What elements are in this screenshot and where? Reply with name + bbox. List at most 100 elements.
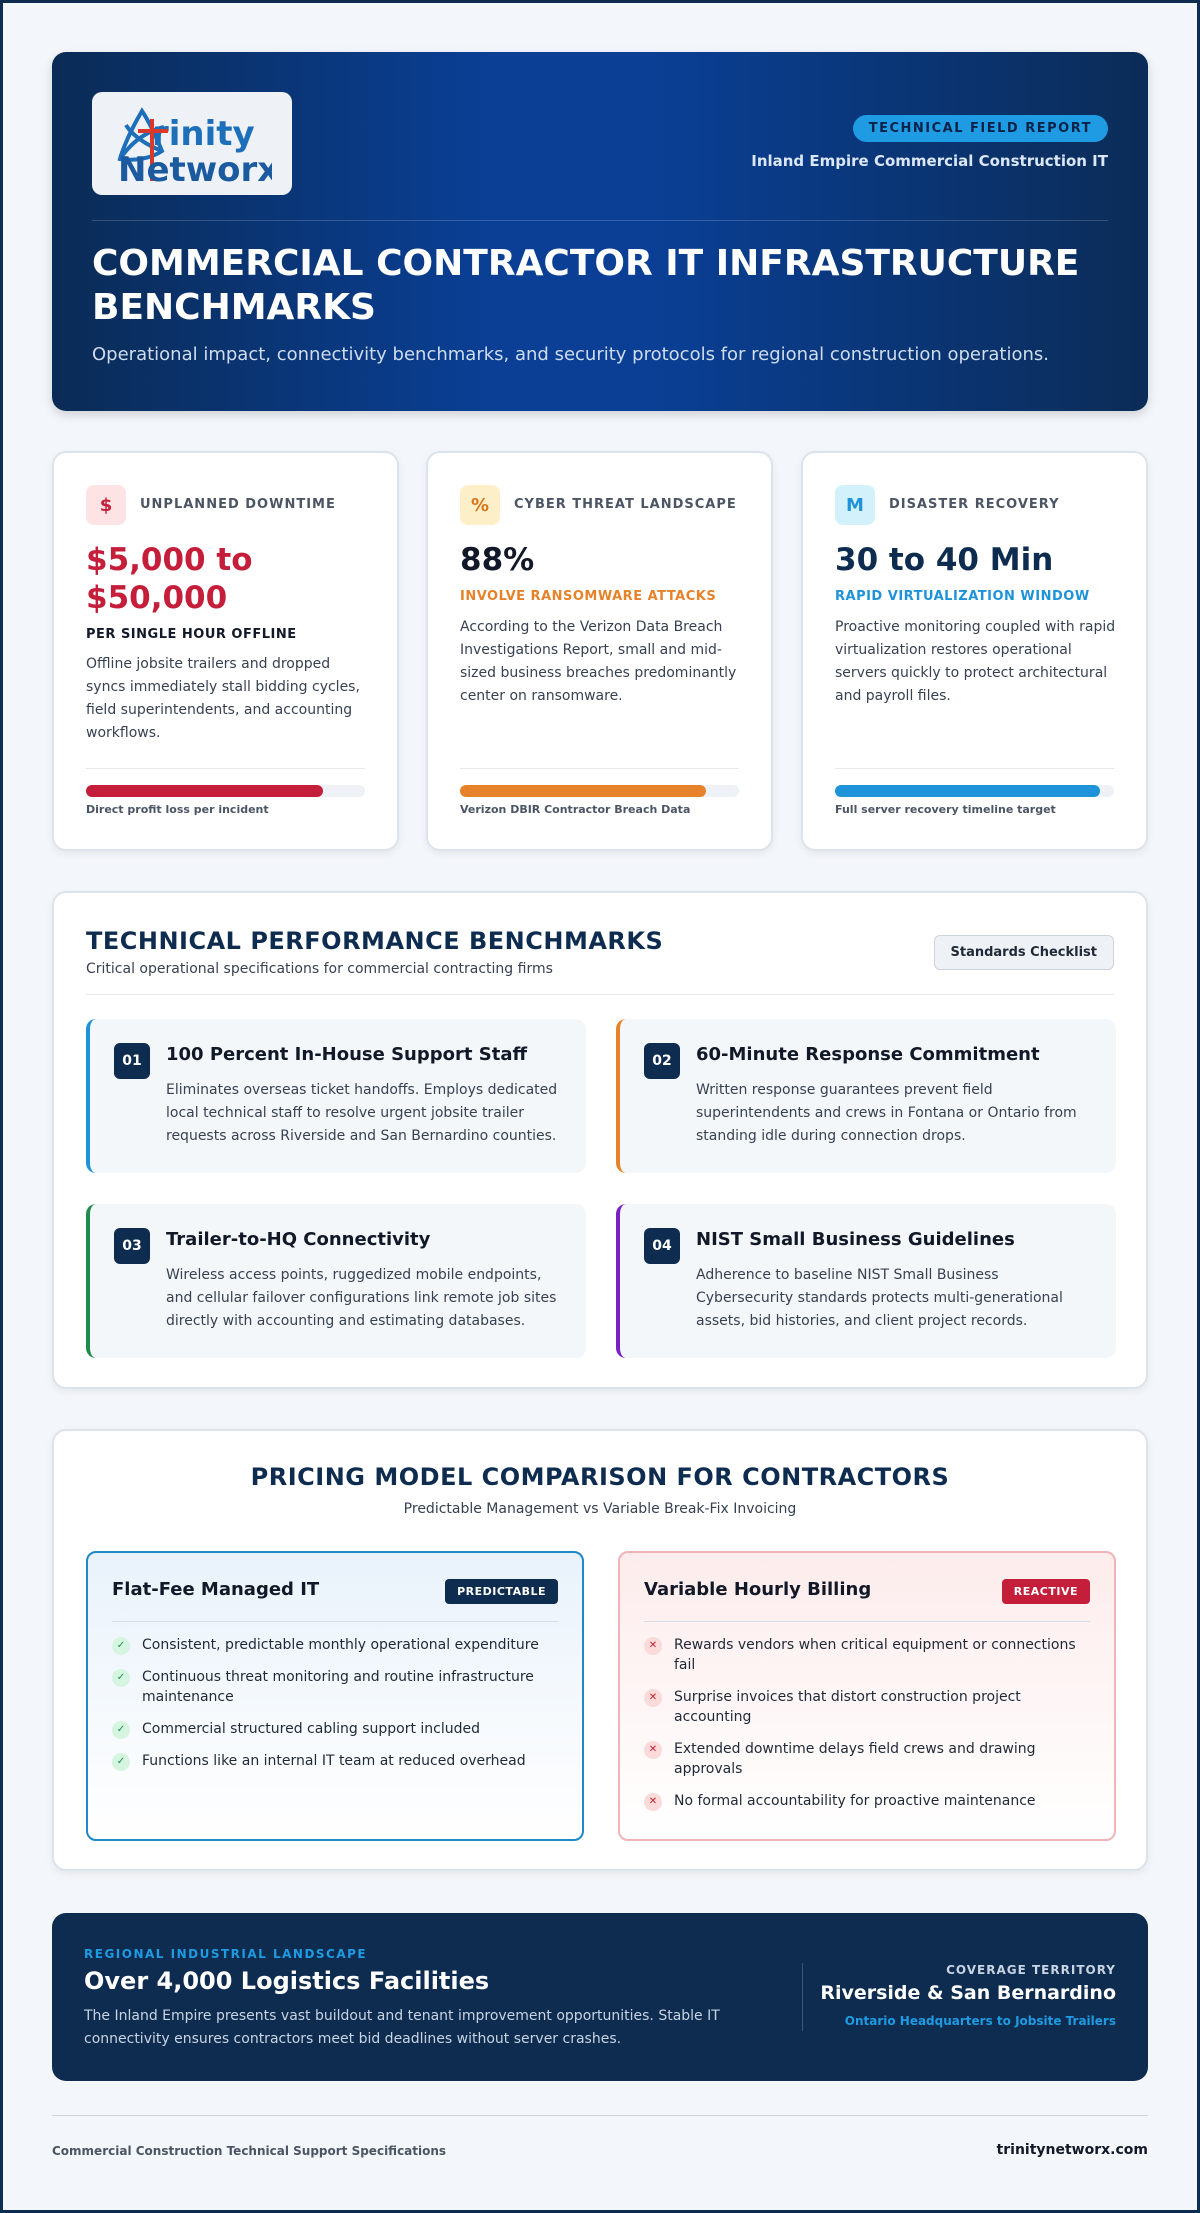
x-mark-icon: ✕ xyxy=(644,1793,662,1811)
list-item: ✕ No formal accountability for proactive … xyxy=(644,1791,1089,1811)
report-region-subtitle: Inland Empire Commercial Construction IT xyxy=(751,152,1108,170)
stat-sublabel: INVOLVE RANSOMWARE ATTACKS xyxy=(460,589,717,604)
list-item-text: Functions like an internal IT team at re… xyxy=(142,1753,526,1769)
list-item-text: Extended downtime delays field crews and… xyxy=(674,1741,1036,1777)
list-item: ✓ Continuous threat monitoring and routin… xyxy=(112,1667,557,1707)
banner-kicker: REGIONAL INDUSTRIAL LANDSCAPE xyxy=(84,1947,368,1961)
pricing-benefit-list: ✓ Consistent, predictable monthly operati… xyxy=(112,1635,557,1783)
stat-bar-caption: Full server recovery timeline target xyxy=(835,803,1056,816)
stat-divider xyxy=(86,768,365,769)
list-item: ✓ Consistent, predictable monthly operati… xyxy=(112,1635,557,1655)
regional-landscape-banner: REGIONAL INDUSTRIAL LANDSCAPE Over 4,000… xyxy=(52,1913,1148,2081)
benchmark-number: 02 xyxy=(644,1043,680,1079)
stat-label: UNPLANNED DOWNTIME xyxy=(140,497,336,512)
list-item-text: Commercial structured cabling support in… xyxy=(142,1721,481,1737)
stat-sublabel: RAPID VIRTUALIZATION WINDOW xyxy=(835,589,1090,604)
section-subtitle: Critical operational specifications for … xyxy=(86,961,553,977)
stat-card-cyber-threat: % CYBER THREAT LANDSCAPE 88% INVOLVE RAN… xyxy=(426,451,773,851)
check-icon: ✓ xyxy=(112,1721,130,1739)
benchmark-title: 100 Percent In-House Support Staff xyxy=(166,1044,528,1065)
list-item: ✓ Functions like an internal IT team at r… xyxy=(112,1751,557,1771)
benchmark-number: 03 xyxy=(114,1228,150,1264)
section-title: PRICING MODEL COMPARISON FOR CONTRACTORS xyxy=(250,1463,950,1491)
pricing-comparison-section: PRICING MODEL COMPARISON FOR CONTRACTORS… xyxy=(52,1429,1148,1871)
hero-divider xyxy=(92,220,1108,221)
stat-progress-track xyxy=(86,785,365,797)
check-icon: ✓ xyxy=(112,1753,130,1771)
stat-value: 88% xyxy=(460,542,535,578)
trinity-knot-logo-icon: rinity Networx xyxy=(117,106,272,187)
list-item: ✓ Commercial structured cabling support i… xyxy=(112,1719,557,1739)
benchmark-number: 01 xyxy=(114,1043,150,1079)
stat-label: DISASTER RECOVERY xyxy=(889,497,1060,512)
benchmark-card: 02 60-Minute Response Commitment Written… xyxy=(616,1019,1116,1173)
benchmark-description: Adherence to baseline NIST Small Busines… xyxy=(696,1267,1063,1329)
pricing-badge: PREDICTABLE xyxy=(445,1579,558,1604)
list-item: ✕ Surprise invoices that distort construc… xyxy=(644,1687,1089,1727)
x-mark-icon: ✕ xyxy=(644,1689,662,1707)
pricing-model-name: Flat-Fee Managed IT xyxy=(112,1579,320,1600)
benchmarks-section: TECHNICAL PERFORMANCE BENCHMARKS Critica… xyxy=(52,891,1148,1389)
list-item-text: Surprise invoices that distort construct… xyxy=(674,1689,1021,1725)
benchmark-description: Wireless access points, ruggedized mobil… xyxy=(166,1267,557,1329)
percent-icon: % xyxy=(460,485,500,525)
list-item-text: Rewards vendors when critical equipment … xyxy=(674,1637,1076,1673)
coverage-hq: Ontario Headquarters to Jobsite Trailers xyxy=(844,2014,1116,2028)
page-description: Operational impact, connectivity benchma… xyxy=(92,344,1050,365)
report-type-badge: TECHNICAL FIELD REPORT xyxy=(852,115,1108,142)
benchmark-card: 03 Trailer-to-HQ Connectivity Wireless a… xyxy=(86,1204,586,1358)
stat-cards: $ UNPLANNED DOWNTIME $5,000 to $50,000 P… xyxy=(52,451,1148,851)
list-item: ✕ Extended downtime delays field crews an… xyxy=(644,1739,1089,1779)
check-icon: ✓ xyxy=(112,1637,130,1655)
section-title: TECHNICAL PERFORMANCE BENCHMARKS xyxy=(86,927,664,955)
stat-progress-fill xyxy=(86,785,324,797)
stat-label: CYBER THREAT LANDSCAPE xyxy=(514,497,737,512)
banner-title: Over 4,000 Logistics Facilities xyxy=(84,1967,490,1995)
stat-divider xyxy=(460,768,739,769)
x-mark-icon: ✕ xyxy=(644,1741,662,1759)
footer-caption: Commercial Construction Technical Suppor… xyxy=(52,2144,447,2158)
pricing-badge: REACTIVE xyxy=(1001,1579,1090,1604)
section-divider xyxy=(86,994,1114,995)
benchmark-description: Eliminates overseas ticket handoffs. Emp… xyxy=(166,1082,558,1144)
svg-text:Networx: Networx xyxy=(118,150,272,187)
stat-card-downtime: $ UNPLANNED DOWNTIME $5,000 to $50,000 P… xyxy=(52,451,399,851)
benchmark-card: 04 NIST Small Business Guidelines Adhere… xyxy=(616,1204,1116,1358)
footer-divider xyxy=(52,2115,1148,2116)
list-item-text: Continuous threat monitoring and routine… xyxy=(142,1669,534,1705)
benchmark-number: 04 xyxy=(644,1228,680,1264)
pricing-drawback-list: ✕ Rewards vendors when critical equipment… xyxy=(644,1635,1089,1823)
card-divider xyxy=(112,1621,558,1622)
stat-progress-track xyxy=(460,785,739,797)
stat-bar-caption: Direct profit loss per incident xyxy=(86,803,269,816)
footer-website-link[interactable]: trinitynetworx.com xyxy=(996,2142,1148,2158)
stat-bar-caption: Verizon DBIR Contractor Breach Data xyxy=(460,803,691,816)
stat-progress-track xyxy=(835,785,1114,797)
benchmark-title: Trailer-to-HQ Connectivity xyxy=(166,1229,431,1250)
stat-description: Proactive monitoring coupled with rapid … xyxy=(835,619,1116,704)
pricing-model-name: Variable Hourly Billing xyxy=(644,1579,872,1600)
svg-text:rinity: rinity xyxy=(152,114,255,154)
hero-header: rinity Networx TECHNICAL FIELD REPORT In… xyxy=(52,52,1148,411)
coverage-area: Riverside & San Bernardino xyxy=(820,1982,1116,2004)
company-logo: rinity Networx xyxy=(92,92,292,195)
benchmark-title: 60-Minute Response Commitment xyxy=(696,1044,1040,1065)
report-page: rinity Networx TECHNICAL FIELD REPORT In… xyxy=(52,52,1148,2158)
banner-description: The Inland Empire presents vast buildout… xyxy=(84,2008,720,2047)
list-item-text: No formal accountability for proactive m… xyxy=(674,1793,1036,1809)
stat-description: Offline jobsite trailers and dropped syn… xyxy=(86,656,360,741)
stat-sublabel: PER SINGLE HOUR OFFLINE xyxy=(86,627,297,642)
stat-card-disaster-recovery: M DISASTER RECOVERY 30 to 40 Min RAPID V… xyxy=(801,451,1148,851)
list-item-text: Consistent, predictable monthly operatio… xyxy=(142,1637,539,1653)
check-icon: ✓ xyxy=(112,1669,130,1687)
list-item: ✕ Rewards vendors when critical equipment… xyxy=(644,1635,1089,1675)
standards-checklist-button[interactable]: Standards Checklist xyxy=(933,935,1114,970)
stat-value: $5,000 to $50,000 xyxy=(86,542,253,616)
stat-value: 30 to 40 Min xyxy=(835,542,1054,578)
pricing-card-hourly: Variable Hourly Billing REACTIVE ✕ Reward… xyxy=(618,1551,1116,1841)
benchmark-description: Written response guarantees prevent fiel… xyxy=(696,1082,1077,1144)
stat-progress-fill xyxy=(460,785,706,797)
benchmark-card: 01 100 Percent In-House Support Staff El… xyxy=(86,1019,586,1173)
card-divider xyxy=(644,1621,1090,1622)
x-mark-icon: ✕ xyxy=(644,1637,662,1655)
